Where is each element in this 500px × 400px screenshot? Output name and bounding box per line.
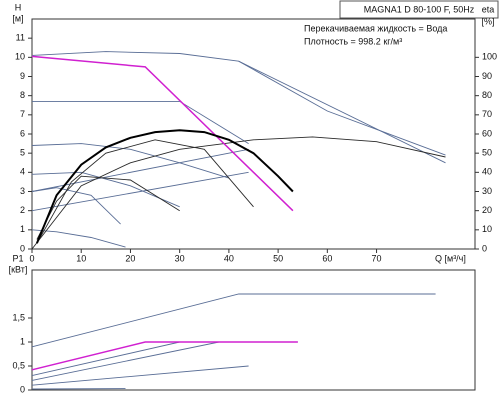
note: Перекачиваемая жидкость = Вода	[304, 23, 447, 33]
curve	[31, 143, 230, 179]
curve	[31, 51, 446, 156]
curve	[31, 171, 249, 212]
curve	[36, 139, 254, 244]
y-tick-label: 6	[20, 128, 25, 138]
curve	[31, 365, 249, 386]
x-tick-label: 20	[125, 253, 135, 263]
y2-tick-label: 30	[482, 186, 492, 196]
y-tick-label: 0	[20, 384, 25, 394]
curve	[36, 175, 180, 240]
y-tick-label: 7	[20, 109, 25, 119]
y-label: H	[15, 2, 22, 12]
y-tick-label: 9	[20, 71, 25, 81]
y-tick-label: 0,5	[12, 360, 25, 370]
note: Плотность = 998.2 кг/м³	[304, 36, 402, 46]
curve	[238, 60, 446, 164]
y2-tick-label: 0	[482, 243, 487, 253]
y2-tick-label: 20	[482, 205, 492, 215]
y-tick-label: 0	[20, 243, 25, 253]
y2-tick-label: 100	[482, 52, 497, 62]
y2-tick-label: 10	[482, 224, 492, 234]
y2-tick-label: 90	[482, 71, 492, 81]
y-unit: [м]	[12, 13, 23, 23]
x-tick-label: 40	[224, 253, 234, 263]
y-tick-label: 2	[20, 205, 25, 215]
y2-tick-label: 60	[482, 128, 492, 138]
x-tick-label: 0	[29, 253, 34, 263]
curve	[31, 229, 126, 248]
legend-box	[339, 0, 499, 19]
x-tick-label: 10	[76, 253, 86, 263]
plot-frame	[31, 18, 476, 250]
curve	[31, 341, 298, 371]
y-unit: [кВт]	[9, 264, 28, 274]
y2-label: eta	[482, 4, 495, 14]
curve	[31, 341, 298, 377]
curve	[31, 55, 294, 212]
y-tick-label: 3	[20, 186, 25, 196]
y2-tick-label: 50	[482, 148, 492, 158]
y2-tick-label: 40	[482, 167, 492, 177]
curve	[32, 100, 249, 144]
y-tick-label: 1,5	[12, 312, 25, 322]
curve	[31, 171, 180, 208]
curve	[31, 148, 249, 192]
x-tick-label: 60	[322, 253, 332, 263]
curve	[35, 129, 294, 244]
y2-tick-label: 70	[482, 109, 492, 119]
y2-unit: [%]	[481, 16, 494, 26]
y-tick-label: 8	[20, 90, 25, 100]
legend-text: MAGNA1 D 80-100 F, 50Hz	[364, 4, 475, 14]
y2-tick-label: 80	[482, 90, 492, 100]
y-tick-label: 1	[20, 224, 25, 234]
x-tick-label: 70	[372, 253, 382, 263]
curve	[31, 187, 121, 225]
y-tick-label: 11	[16, 33, 25, 43]
y-label: P1	[12, 253, 23, 263]
plot-frame	[31, 269, 476, 391]
curve	[31, 293, 436, 348]
y-tick-label: 1	[20, 336, 25, 346]
curve	[31, 136, 446, 250]
x-tick-label: 30	[175, 253, 185, 263]
x-label: Q [м³/ч]	[435, 253, 466, 263]
y-tick-label: 4	[20, 167, 25, 177]
x-tick-label: 50	[273, 253, 283, 263]
y-tick-label: 5	[20, 148, 25, 158]
y-tick-label: 10	[15, 52, 25, 62]
